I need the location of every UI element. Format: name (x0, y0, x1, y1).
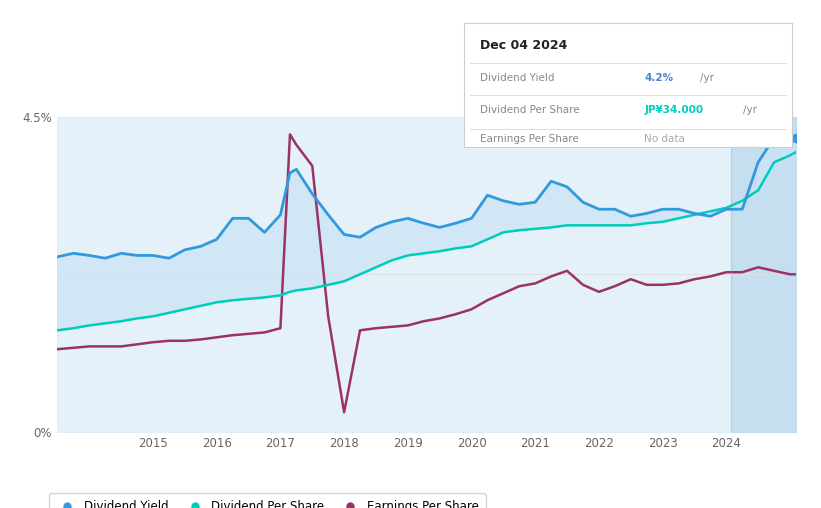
Text: No data: No data (644, 134, 686, 144)
Text: Earnings Per Share: Earnings Per Share (480, 134, 579, 144)
Text: Past: Past (735, 130, 756, 139)
Text: Dividend Yield: Dividend Yield (480, 73, 555, 83)
Text: JP¥34.000: JP¥34.000 (644, 105, 704, 115)
Text: /yr: /yr (700, 73, 714, 83)
Legend: Dividend Yield, Dividend Per Share, Earnings Per Share: Dividend Yield, Dividend Per Share, Earn… (48, 493, 486, 508)
Text: Dividend Per Share: Dividend Per Share (480, 105, 580, 115)
Text: 4.2%: 4.2% (644, 73, 673, 83)
Text: /yr: /yr (743, 105, 757, 115)
Text: Dec 04 2024: Dec 04 2024 (480, 39, 567, 52)
